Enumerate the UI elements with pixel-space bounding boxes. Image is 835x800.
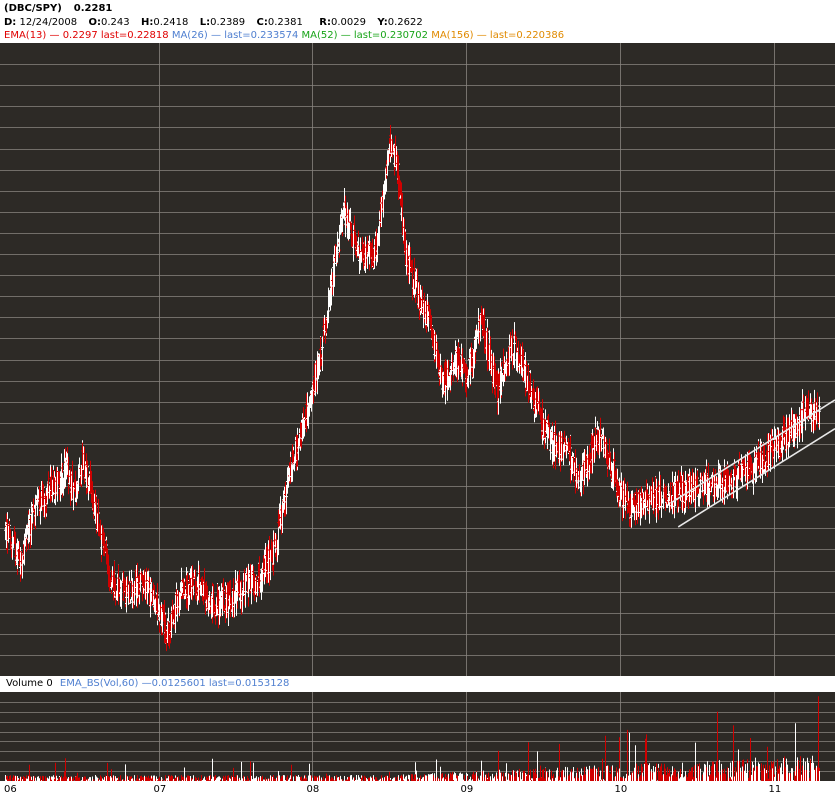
close-label: C: (256, 17, 268, 28)
range-label: R: (319, 17, 331, 28)
high-label: H: (141, 17, 154, 28)
low-value: 0.2389 (210, 17, 246, 28)
volume-ema-last: last=0.0153128 (208, 678, 290, 689)
trend-channel (670, 399, 835, 528)
indicator-ma156: MA(156) — last=0.220386 (431, 30, 565, 41)
indicator-ema13: EMA(13) — 0.2297 last=0.22818 (4, 30, 169, 41)
ohlc-bars (4, 125, 821, 652)
volume-bars (5, 696, 820, 781)
volume-ema-value: 0.0125601 (151, 678, 206, 689)
range-value: 0.0029 (330, 17, 366, 28)
symbol-label: (DBC/SPY) (4, 3, 62, 14)
low-label: L: (199, 17, 211, 28)
volume-ema-name: EMA_BS(Vol,60) (59, 678, 139, 689)
close-value: 0.2381 (267, 17, 303, 28)
symbol-row: (DBC/SPY) 0.2281 (4, 3, 112, 14)
channel-upper-line (670, 399, 835, 504)
chart-header: (DBC/SPY) 0.2281 D: 12/24/2008 O:0.243 H… (0, 0, 835, 43)
open-label: O: (88, 17, 102, 28)
indicator-ma52: MA(52) — last=0.230702 (301, 30, 429, 41)
ohlc-row: D: 12/24/2008 O:0.243 H:0.2418 L:0.2389 … (4, 17, 423, 28)
plot-background (0, 43, 835, 676)
last-value: 0.2281 (73, 3, 113, 14)
y-label: Y: (377, 17, 388, 28)
channel-lower-line (677, 427, 835, 528)
indicator-ma26: MA(26) — last=0.233574 (171, 30, 299, 41)
price-chart[interactable] (0, 43, 835, 676)
open-value: 0.243 (101, 17, 130, 28)
volume-panel-header: Volume 0 EMA_BS(Vol,60) —0.0125601 last=… (0, 676, 835, 692)
high-value: 0.2418 (153, 17, 189, 28)
y-value: 0.2622 (387, 17, 423, 28)
volume-label: Volume 0 (6, 678, 53, 689)
indicator-row: EMA(13) — 0.2297 last=0.22818 MA(26) — l… (4, 30, 564, 41)
date-label: D: (4, 17, 17, 28)
date-value: 12/24/2008 (19, 17, 78, 28)
volume-chart[interactable] (0, 692, 835, 781)
